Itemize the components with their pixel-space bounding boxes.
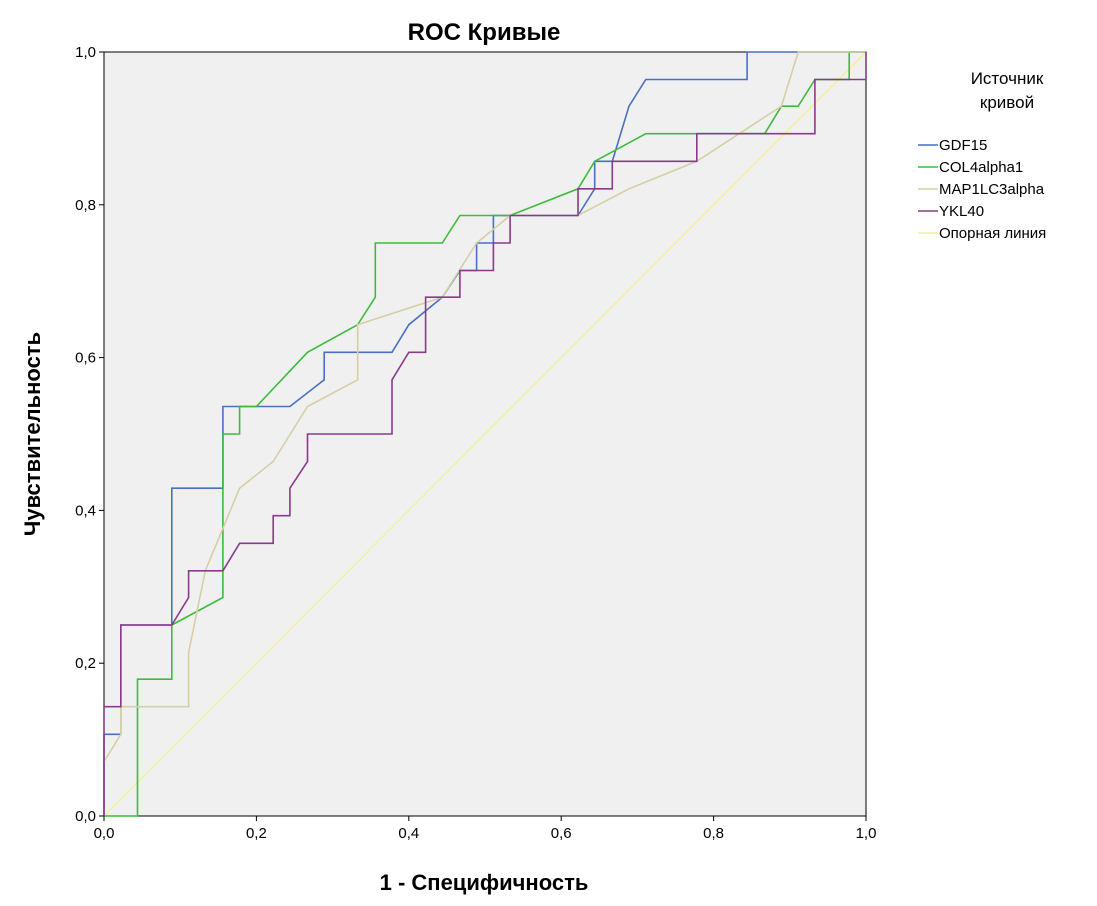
x-tick-label: 0,2 xyxy=(246,825,267,842)
x-axis-label: 1 - Специфичность xyxy=(380,870,589,895)
y-tick-label: 0,8 xyxy=(75,197,96,214)
y-tick-label: 0,0 xyxy=(75,808,96,825)
series-line-1 xyxy=(104,51,866,817)
series-line-2 xyxy=(103,51,866,763)
series-line-4 xyxy=(103,51,867,817)
legend-label: MAP1LC3alpha xyxy=(939,181,1045,198)
y-tick-label: 0,2 xyxy=(75,655,96,672)
x-tick-label: 1,0 xyxy=(856,825,877,842)
x-tick-label: 0,8 xyxy=(703,825,724,842)
x-tick-label: 0,4 xyxy=(398,825,419,842)
legend-label: Опорная линия xyxy=(939,225,1046,242)
legend-label: COL4alpha1 xyxy=(939,159,1023,176)
y-tick-label: 0,4 xyxy=(75,502,96,519)
legend-label: GDF15 xyxy=(939,137,987,154)
legend: Источник кривой GDF15 COL4alpha1 MAP1LC3al… xyxy=(918,69,1046,242)
chart-title: ROC Кривые xyxy=(408,19,561,46)
legend-items: GDF15 COL4alpha1 MAP1LC3alpha YKL40 Опорная … xyxy=(918,137,1046,242)
y-tick-label: 0,6 xyxy=(75,350,96,367)
x-tick-label: 0,6 xyxy=(551,825,572,842)
legend-title-line-1: Источник xyxy=(971,69,1044,88)
series-layer xyxy=(103,51,867,817)
axes-layer: 0,0 0,2 0,4 0,6 0,8 1,0 0,0 0,2 0,4 0,6 0,8 1,0 xyxy=(75,44,876,842)
x-tick-label: 0,0 xyxy=(94,825,115,842)
legend-label: YKL40 xyxy=(939,203,984,220)
series-line-3 xyxy=(103,52,867,816)
y-axis-label: Чувствительность xyxy=(20,332,45,536)
legend-title-line-2: кривой xyxy=(980,93,1034,112)
y-tick-label: 1,0 xyxy=(75,44,96,61)
